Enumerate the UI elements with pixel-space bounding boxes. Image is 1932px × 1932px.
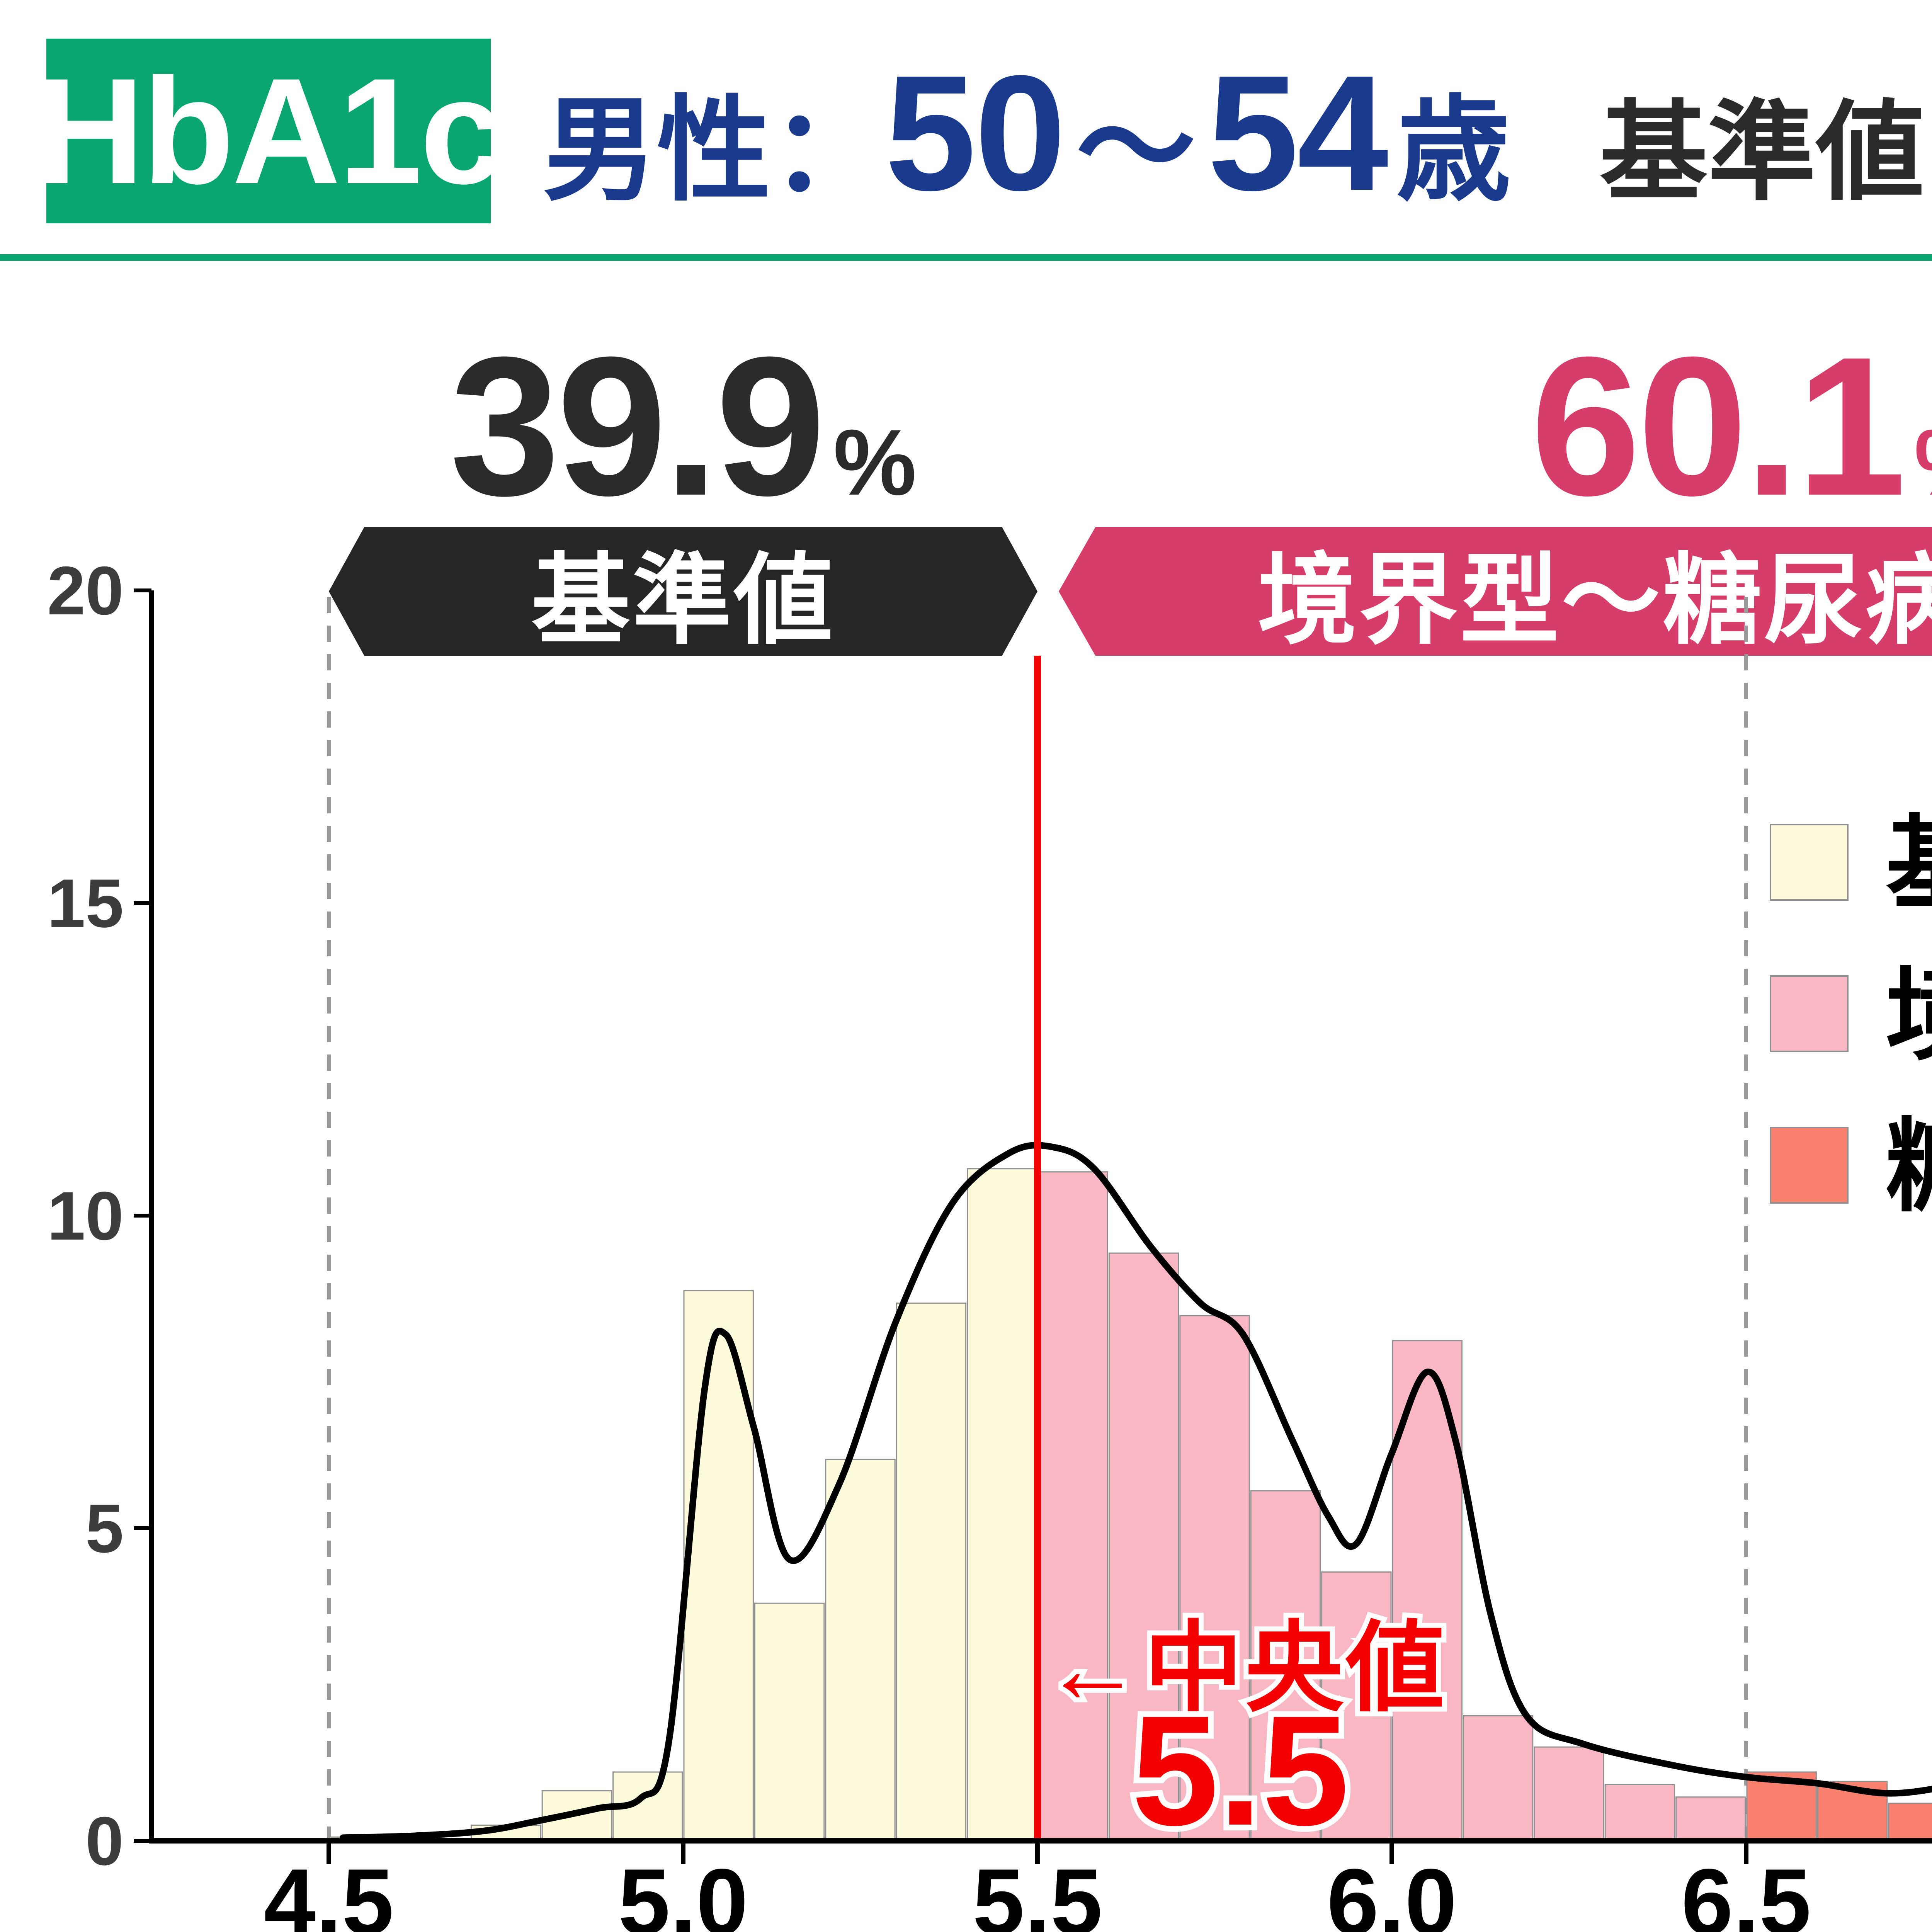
- header-divider: [0, 254, 1932, 261]
- age-suffix: 歳: [1396, 87, 1511, 214]
- legend-swatch-1: [1770, 975, 1849, 1052]
- x-tick-label-5.5: 5.5: [973, 1850, 1102, 1932]
- bar-6.2: [1534, 1746, 1604, 1842]
- y-tick-label-15: 15: [47, 865, 124, 942]
- legend-label-1: 境界型: [1886, 959, 1932, 1072]
- risk-percentage: 60.1 %: [1059, 312, 1932, 540]
- legend: 基準値境界型糖尿病リスク: [1770, 807, 1932, 1223]
- normal-range-banner-label: 基準値: [531, 545, 835, 656]
- bar-5.4: [967, 1168, 1037, 1842]
- risk-percentage-sign: %: [1914, 409, 1932, 516]
- bar-6.3: [1604, 1784, 1675, 1842]
- median-annotation-value: 5.5: [1131, 1683, 1349, 1858]
- x-tick-label-4.5: 4.5: [264, 1850, 394, 1932]
- reference-label: 基準値：: [1599, 92, 1932, 213]
- x-tick-label-6: 6.0: [1327, 1850, 1457, 1932]
- age-end: 54: [1207, 41, 1389, 225]
- metric-badge: HbA1c: [36, 39, 504, 223]
- y-tick-label-5: 5: [85, 1490, 124, 1567]
- legend-label-0: 基準値: [1886, 807, 1932, 920]
- bar-5.8: [1250, 1490, 1321, 1842]
- y-tick-label-0: 0: [85, 1803, 124, 1879]
- bar-5.3: [896, 1303, 967, 1842]
- y-tick-label-20: 20: [47, 552, 124, 629]
- x-tick-label-5: 5.0: [618, 1850, 748, 1932]
- bar-5.5: [1037, 1171, 1108, 1842]
- bar-5.2: [825, 1459, 896, 1842]
- median-annotation-label: ←中央値: [1043, 1613, 1447, 1723]
- normal-percentage: 39.9 %: [329, 312, 1037, 540]
- risk-percentage-value: 60.1: [1531, 315, 1906, 537]
- x-tick-label-6.5: 6.5: [1681, 1850, 1811, 1932]
- bar-6.4: [1675, 1796, 1746, 1842]
- bar-5.1: [754, 1602, 825, 1842]
- bar-6.7: [1888, 1803, 1932, 1842]
- group-label: 男性：: [543, 87, 885, 214]
- histogram-bars: [329, 1168, 1932, 1842]
- legend-swatch-0: [1770, 824, 1849, 901]
- normal-percentage-sign: %: [833, 410, 917, 515]
- y-tick-label-10: 10: [47, 1177, 124, 1254]
- density-curve: [340, 1142, 1932, 1841]
- risk-range-banner-label: 境界型～糖尿病リスク: [1257, 545, 1932, 656]
- bar-5.7: [1179, 1315, 1250, 1842]
- header-title-row: 男性： 50 ～ 54 歳 基準値： 4.5~5.5 %: [543, 39, 1932, 232]
- normal-percentage-value: 39.9: [450, 315, 825, 537]
- bar-5.6: [1108, 1252, 1179, 1842]
- metric-label: HbA1c: [36, 46, 503, 215]
- legend-label-2: 糖尿病リスク: [1886, 1110, 1932, 1223]
- age-tilde: ～: [1076, 81, 1196, 215]
- normal-range-banner: 基準値: [329, 527, 1037, 656]
- risk-range-banner: 境界型～糖尿病リスク: [1059, 527, 1932, 656]
- bar-5.9: [1321, 1571, 1392, 1842]
- legend-swatch-2: [1770, 1127, 1849, 1204]
- age-start: 50: [885, 41, 1066, 225]
- bar-6.1: [1463, 1715, 1534, 1842]
